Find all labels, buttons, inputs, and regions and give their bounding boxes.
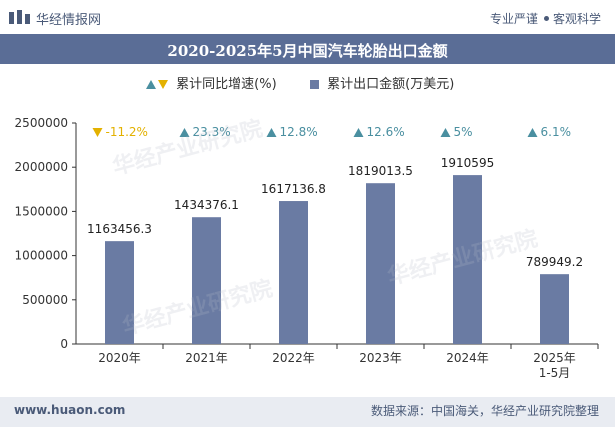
dot-separator-icon: [543, 16, 549, 21]
growth-label: 5%: [454, 125, 473, 139]
footer-site[interactable]: www.huaon.com: [14, 403, 126, 417]
footer-source: 数据来源：中国海关，华经产业研究院整理: [370, 404, 599, 418]
x-tick-label: 2021年: [185, 351, 228, 365]
bar: [279, 201, 308, 344]
top-bar: 华经情报网 专业严谨 客观科学: [0, 0, 615, 34]
legend-value-label: 累计出口金额(万美元): [327, 77, 455, 92]
y-tick-label: 1500000: [15, 204, 68, 218]
bar-value-label: 1163456.3: [87, 222, 152, 236]
bar: [366, 183, 395, 344]
bar: [540, 274, 569, 344]
growth-up-marker: [353, 128, 364, 137]
x-tick-label: 2020年: [98, 351, 141, 365]
bar-swatch-icon: [310, 80, 319, 89]
growth-label: -11.2%: [106, 125, 148, 139]
x-tick-label: 2022年: [272, 351, 315, 365]
huajing-logo-icon: [9, 10, 30, 24]
brand-name: 华经情报网: [36, 13, 102, 28]
slogan-right: 客观科学: [552, 12, 601, 26]
x-tick-label: 1-5月: [539, 366, 571, 380]
growth-up-marker: [440, 128, 451, 137]
growth-up-marker: [266, 128, 277, 137]
bar-value-label: 789949.2: [526, 255, 583, 269]
y-tick-label: 2000000: [15, 160, 68, 174]
legend: 累计同比增速(%) 累计出口金额(万美元): [0, 73, 615, 95]
title-bar: 2020-2025年5月中国汽车轮胎出口金额: [0, 34, 615, 64]
bar-value-label: 1910595: [441, 156, 494, 170]
y-tick-label: 500000: [22, 293, 68, 307]
bar: [105, 241, 134, 344]
triangle-down-icon: [158, 80, 168, 89]
bar-chart: 0 500000 1000000 1500000 2000000 2500000 2020年…: [15, 116, 599, 380]
chart-title: 2020-2025年5月中国汽车轮胎出口金额: [167, 42, 448, 60]
x-tick-label: 2023年: [359, 351, 402, 365]
bar-value-label: 1434376.1: [174, 198, 239, 212]
slogan: 专业严谨 客观科学: [490, 10, 601, 27]
legend-growth[interactable]: 累计同比增速(%): [146, 73, 277, 92]
bar-value-label: 1819013.5: [348, 164, 413, 178]
triangle-up-icon: [146, 80, 156, 89]
x-tick-label: 2024年: [446, 351, 489, 365]
footer: www.huaon.com 数据来源：中国海关，华经产业研究院整理: [0, 397, 615, 427]
bar-value-label: 1617136.8: [261, 182, 326, 196]
x-tick-label: 2025年: [533, 351, 576, 365]
y-tick-label: 1000000: [15, 249, 68, 263]
growth-label: 23.3%: [193, 125, 231, 139]
y-tick-label: 0: [60, 337, 68, 351]
growth-label: 12.6%: [367, 125, 405, 139]
bar: [453, 175, 482, 344]
growth-up-marker: [179, 128, 190, 137]
growth-label: 12.8%: [280, 125, 318, 139]
growth-down-marker: [92, 128, 103, 137]
growth-label: 6.1%: [541, 125, 572, 139]
y-tick-label: 2500000: [15, 116, 68, 130]
legend-value[interactable]: 累计出口金额(万美元): [310, 73, 454, 92]
slogan-left: 专业严谨: [489, 12, 538, 26]
growth-up-marker: [527, 128, 538, 137]
legend-growth-label: 累计同比增速(%): [176, 77, 277, 92]
bar: [192, 217, 221, 344]
